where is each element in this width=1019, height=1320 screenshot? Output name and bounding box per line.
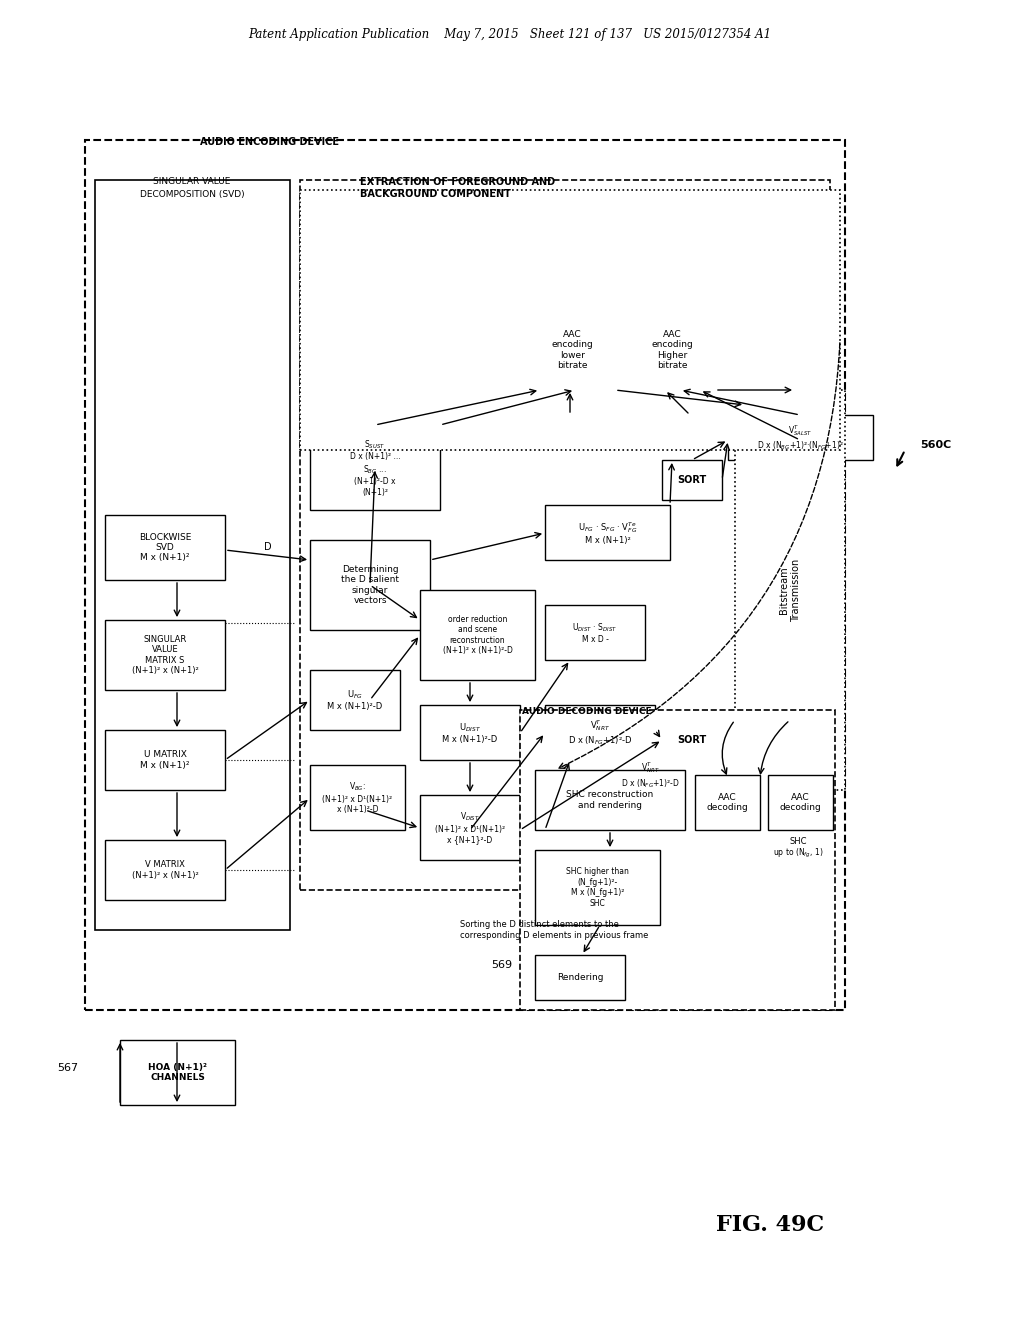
Bar (420, 795, 520, 861)
Text: Bitstream
Transmission: Bitstream Transmission (779, 558, 800, 622)
Bar (310, 671, 399, 730)
Text: AUDIO ENCODING DEVICE: AUDIO ENCODING DEVICE (200, 137, 338, 147)
Text: U$_{FG}$ · S$_{FG}$ · V$_{FG}^{Te}$
M x (N+1)²: U$_{FG}$ · S$_{FG}$ · V$_{FG}^{Te}$ M x … (577, 520, 637, 545)
Bar (310, 425, 439, 510)
Text: SHC reconstruction
and rendering: SHC reconstruction and rendering (566, 791, 653, 809)
Text: BLOCKWISE
SVD
M x (N+1)²: BLOCKWISE SVD M x (N+1)² (139, 532, 191, 562)
Text: U$_{DIST}$
M x (N+1)²-D: U$_{DIST}$ M x (N+1)²-D (442, 721, 497, 744)
Text: Rendering: Rendering (556, 973, 602, 982)
Text: AAC
decoding: AAC decoding (779, 793, 820, 812)
Text: U MATRIX
M x (N+1)²: U MATRIX M x (N+1)² (141, 750, 190, 770)
Text: HOA (N+1)²
CHANNELS: HOA (N+1)² CHANNELS (148, 1063, 207, 1082)
Bar (735, 389, 844, 789)
Bar (535, 954, 625, 1001)
Text: 560C: 560C (919, 440, 951, 450)
Bar (310, 766, 405, 830)
Bar (120, 1040, 234, 1105)
Text: U$_{DIST}$ · S$_{DIST}$
M x D -: U$_{DIST}$ · S$_{DIST}$ M x D - (572, 620, 616, 644)
Text: SINGULAR VALUE: SINGULAR VALUE (153, 177, 230, 186)
Bar (544, 705, 654, 760)
Bar (420, 590, 535, 680)
Text: SORT: SORT (677, 735, 706, 744)
Text: SHC: SHC (789, 837, 806, 846)
Bar (535, 850, 659, 925)
Text: Sorting the D distinct elements to the
corresponding D elements in previous fram: Sorting the D distinct elements to the c… (460, 920, 648, 940)
Bar (661, 459, 721, 500)
Text: DECOMPOSITION (SVD): DECOMPOSITION (SVD) (140, 190, 245, 198)
Bar (520, 710, 835, 1010)
Text: AUDIO DECODING DEVICE: AUDIO DECODING DEVICE (522, 708, 651, 717)
Bar (523, 304, 722, 399)
Text: U$_{FG}$
M x (N+1)²-D: U$_{FG}$ M x (N+1)²-D (327, 689, 382, 711)
Text: up to (N$_{fg}$, 1): up to (N$_{fg}$, 1) (772, 846, 822, 859)
Bar (630, 310, 714, 389)
Text: BACKGROUND COMPONENT: BACKGROUND COMPONENT (360, 189, 511, 199)
Text: V$_{BG}$:
(N+1)² x D¹(N+1)²
x (N+1)²-D: V$_{BG}$: (N+1)² x D¹(N+1)² x (N+1)²-D (322, 781, 392, 814)
Bar (694, 775, 759, 830)
Text: V$^T_{NRT}$
D x (N$_{FG}$+1)²-D: V$^T_{NRT}$ D x (N$_{FG}$+1)²-D (620, 760, 679, 789)
Bar (530, 310, 614, 389)
Text: EXTRACTION OF FOREGROUND AND: EXTRACTION OF FOREGROUND AND (360, 177, 554, 187)
Text: FIG. 49C: FIG. 49C (715, 1214, 823, 1236)
Text: V$_{DIST}$
(N+1)² x D¹(N+1)²
x {N+1}²-D: V$_{DIST}$ (N+1)² x D¹(N+1)² x {N+1}²-D (434, 810, 504, 845)
Bar (105, 620, 225, 690)
Text: S$_{SUST}$
D x (N+1)² ...
S$_{BG}$ ...
(N+1)²-D x
(N+1)²: S$_{SUST}$ D x (N+1)² ... S$_{BG}$ ... (… (350, 438, 399, 496)
Text: AAC
encoding
Higher
bitrate: AAC encoding Higher bitrate (651, 330, 693, 370)
Text: SORT: SORT (677, 475, 706, 484)
Bar (300, 180, 829, 890)
Text: order reduction
and scene
reconstruction
(N+1)² x (N+1)²-D: order reduction and scene reconstruction… (442, 615, 512, 655)
Text: D: D (264, 543, 271, 552)
Text: SINGULAR
VALUE
MATRIX S
(N+1)² x (N+1)²: SINGULAR VALUE MATRIX S (N+1)² x (N+1)² (131, 635, 198, 675)
Bar (95, 180, 289, 931)
Text: V$^T_{SALST}$
D x (N$_{BG}$+1)²·(N$_{FG}$+1)²: V$^T_{SALST}$ D x (N$_{BG}$+1)²·(N$_{FG}… (756, 422, 843, 451)
Bar (105, 730, 225, 789)
Bar (105, 515, 225, 579)
Text: AAC
decoding: AAC decoding (706, 793, 748, 812)
Bar (420, 705, 520, 760)
Bar (310, 540, 430, 630)
Text: SHC higher than
(N_fg+1)²-
M x (N_fg+1)²
SHC: SHC higher than (N_fg+1)²- M x (N_fg+1)²… (566, 867, 629, 908)
Bar (535, 770, 685, 830)
Text: 569: 569 (490, 960, 512, 970)
Text: Patent Application Publication    May 7, 2015   Sheet 121 of 137   US 2015/01273: Patent Application Publication May 7, 20… (249, 28, 770, 41)
Bar (728, 414, 872, 459)
Text: AAC
encoding
lower
bitrate: AAC encoding lower bitrate (551, 330, 593, 370)
Bar (544, 605, 644, 660)
Bar (767, 775, 833, 830)
Bar (544, 506, 669, 560)
Bar (661, 719, 721, 760)
Text: V$^T_{NRT}$
D x (N$_{FG}$+1)²-D: V$^T_{NRT}$ D x (N$_{FG}$+1)²-D (568, 718, 632, 747)
Bar (105, 840, 225, 900)
Text: Determining
the D salient
singular
vectors: Determining the D salient singular vecto… (340, 565, 398, 605)
Bar (85, 140, 844, 1010)
Text: 567: 567 (57, 1063, 77, 1073)
Text: V MATRIX
(N+1)² x (N+1)²: V MATRIX (N+1)² x (N+1)² (131, 861, 198, 879)
Bar (300, 190, 840, 450)
